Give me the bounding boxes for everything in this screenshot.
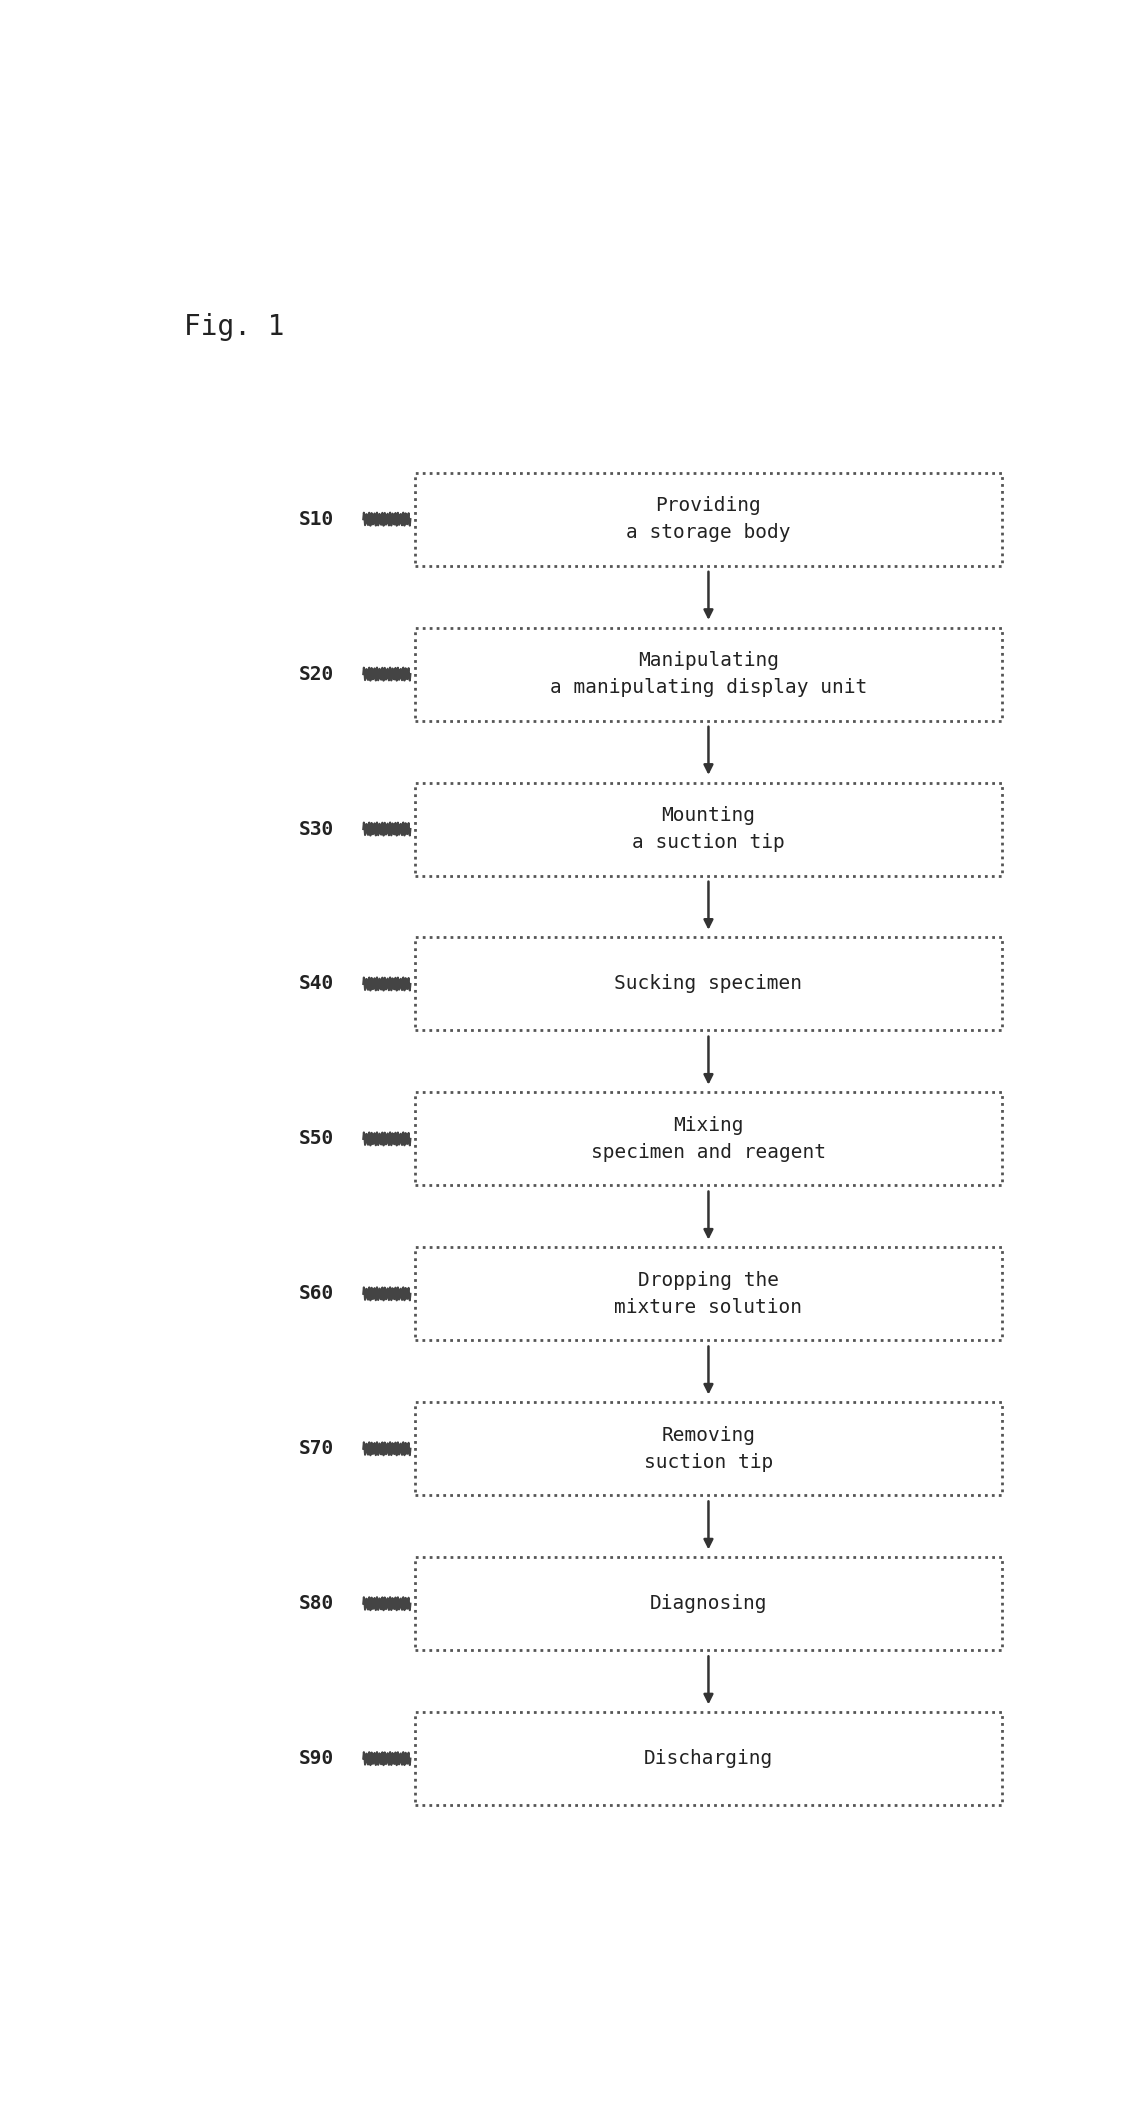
Text: S50: S50: [300, 1129, 334, 1148]
Bar: [414, 1093, 1002, 1186]
Text: Fig. 1: Fig. 1: [184, 313, 284, 341]
Bar: [414, 1248, 1002, 1341]
Text: Providing
a storage body: Providing a storage body: [626, 496, 791, 542]
Text: Sucking specimen: Sucking specimen: [614, 974, 802, 993]
Text: Mixing
specimen and reagent: Mixing specimen and reagent: [591, 1116, 825, 1161]
Text: Mounting
a suction tip: Mounting a suction tip: [633, 807, 785, 851]
Bar: [414, 1402, 1002, 1495]
Text: S40: S40: [300, 974, 334, 993]
Bar: [414, 1557, 1002, 1650]
Bar: [414, 627, 1002, 720]
Text: Discharging: Discharging: [644, 1749, 773, 1769]
Text: S20: S20: [300, 665, 334, 684]
Text: Dropping the
mixture solution: Dropping the mixture solution: [614, 1271, 802, 1317]
Text: S70: S70: [300, 1440, 334, 1459]
Bar: [414, 782, 1002, 875]
Text: Manipulating
a manipulating display unit: Manipulating a manipulating display unit: [550, 652, 867, 697]
Text: S80: S80: [300, 1595, 334, 1614]
Bar: [414, 472, 1002, 566]
Text: S90: S90: [300, 1749, 334, 1769]
Bar: [414, 938, 1002, 1031]
Text: S10: S10: [300, 510, 334, 530]
Bar: [414, 1711, 1002, 1805]
Text: Diagnosing: Diagnosing: [650, 1595, 767, 1614]
Text: S30: S30: [300, 820, 334, 839]
Text: S60: S60: [300, 1284, 334, 1303]
Text: Removing
suction tip: Removing suction tip: [644, 1425, 773, 1472]
